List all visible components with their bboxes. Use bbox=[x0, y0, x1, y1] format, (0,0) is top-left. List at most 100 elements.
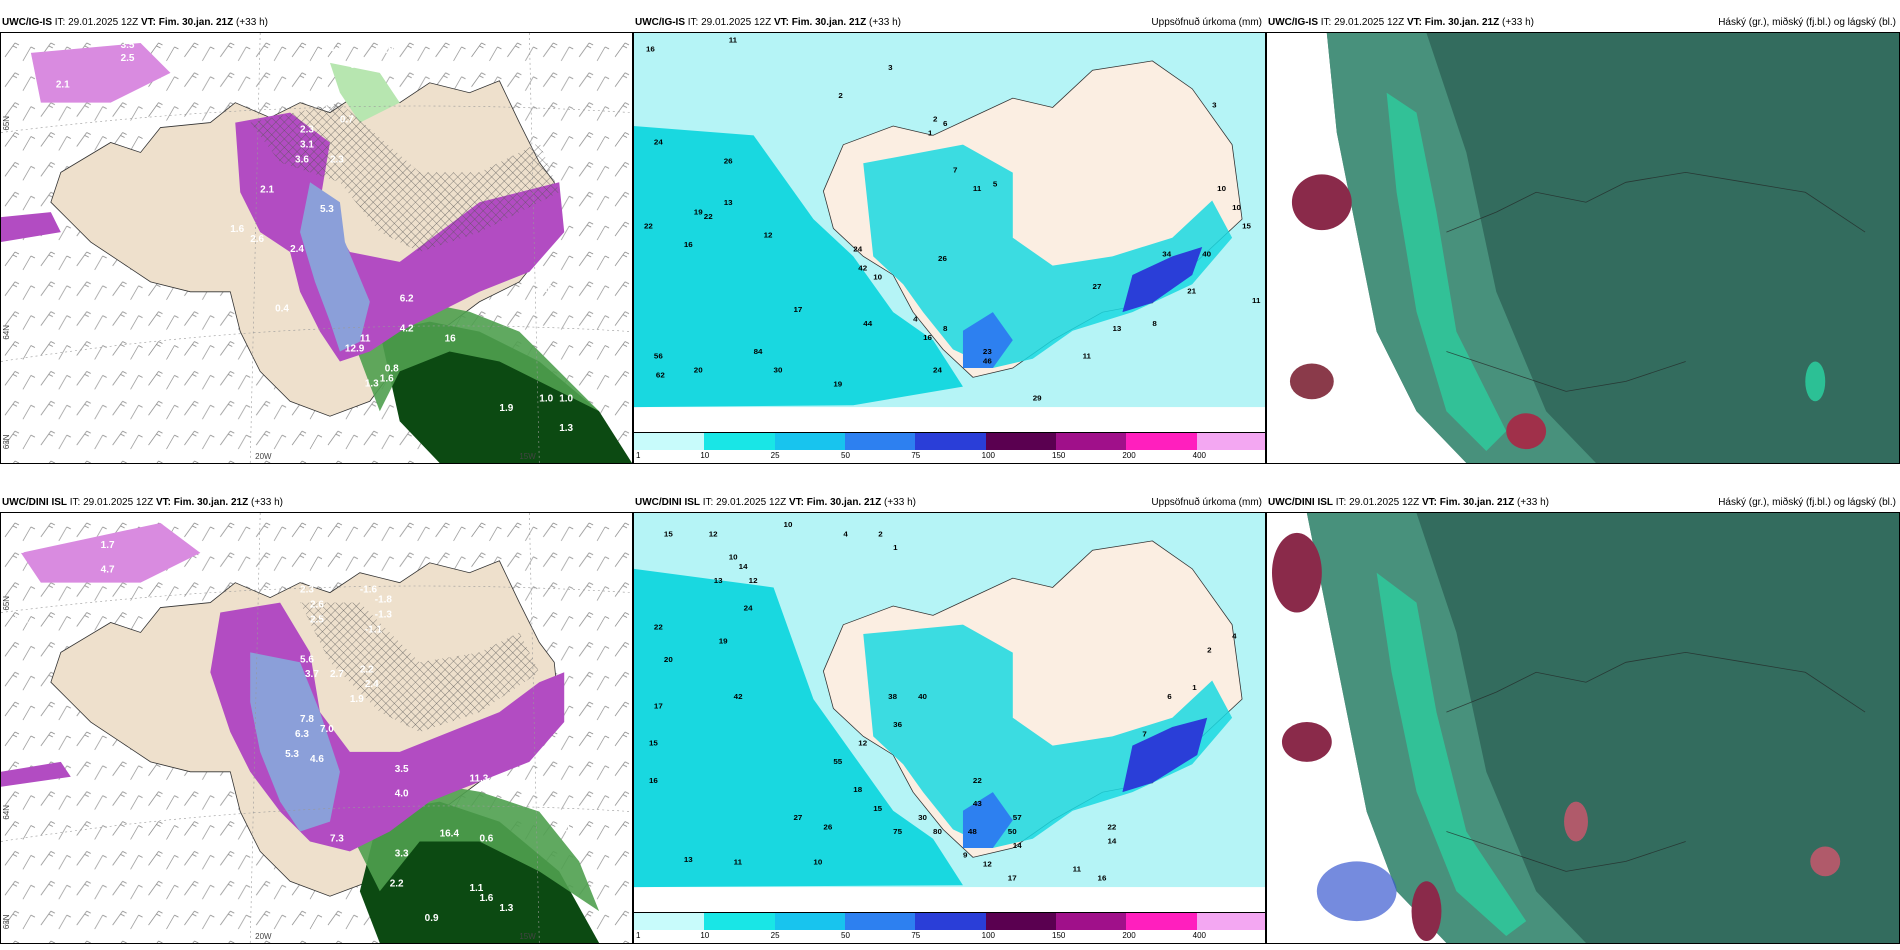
panel-header: UWC/IG-IS IT: 29.01.2025 12Z VT: Fim. 30… bbox=[633, 14, 1266, 32]
value-label: -1.8 bbox=[375, 595, 393, 606]
value-label: 13 bbox=[1112, 324, 1121, 333]
value-label: 26 bbox=[724, 157, 733, 166]
value-label: 3 bbox=[1212, 101, 1216, 110]
value-label: 0.8 bbox=[385, 363, 399, 374]
map-accum: 15 12 10 10 4 2 1 13 14 12 24 22 19 20 17 15 16 42 40 38 36 5… bbox=[633, 512, 1266, 944]
value-label: 1.6 bbox=[479, 893, 493, 904]
value-label: 14 bbox=[1107, 837, 1117, 846]
accum-heavy bbox=[1122, 247, 1203, 313]
value-label: 2.1 bbox=[549, 814, 563, 825]
value-label: 11 bbox=[1073, 865, 1082, 874]
value-label: 2.3 bbox=[300, 585, 314, 596]
precip-blob bbox=[1291, 174, 1352, 231]
legend-swatch bbox=[634, 913, 706, 930]
value-label: 5 bbox=[993, 180, 998, 189]
snow-nw bbox=[30, 42, 171, 103]
axis-label-lat1: 65N bbox=[2, 596, 11, 611]
value-label: 2.3 bbox=[330, 154, 344, 165]
cloud-low-patch bbox=[1805, 361, 1826, 402]
init-time: 29.01.2025 12Z bbox=[83, 497, 154, 508]
axis-label-lon2: 15W bbox=[519, 932, 536, 941]
model-name: UWC/DINI ISL bbox=[2, 497, 67, 508]
accum-sea-mid bbox=[634, 568, 963, 888]
value-label: 3.5 bbox=[121, 40, 135, 51]
value-label: 11 bbox=[973, 184, 982, 193]
accum-sea-mid bbox=[634, 126, 963, 408]
value-label: 4 bbox=[843, 530, 848, 539]
value-label: 26 bbox=[938, 254, 947, 263]
value-label: 2.6 bbox=[250, 234, 264, 245]
legend-swatch bbox=[774, 433, 846, 450]
value-label: 23 bbox=[983, 347, 992, 356]
valid-time: Fim. 30.jan. 21Z bbox=[173, 497, 249, 508]
snow-west bbox=[1, 761, 71, 787]
panel-ig-precip-type: UWC/IG-IS IT: 29.01.2025 12Z VT: Fim. 30… bbox=[0, 14, 633, 464]
legend-swatch bbox=[1126, 913, 1198, 930]
map-cloud bbox=[1266, 512, 1900, 944]
value-label: 84 bbox=[754, 347, 764, 356]
value-label: 1.6 bbox=[230, 224, 244, 235]
value-label: 0.6 bbox=[579, 833, 593, 844]
value-labels: 1611232422162613192212421026172444481624… bbox=[644, 36, 1261, 403]
legend-swatch bbox=[704, 433, 776, 450]
vt-label: VT: bbox=[140, 17, 156, 28]
legend-swatch bbox=[985, 913, 1057, 930]
panel-header: UWC/IG-IS IT: 29.01.2025 12Z VT: Fim. 30… bbox=[0, 14, 633, 32]
legend-swatch bbox=[634, 433, 706, 450]
value-label: 24 bbox=[933, 366, 943, 375]
legend-swatch bbox=[985, 433, 1057, 450]
value-label: -1.2 bbox=[11, 614, 29, 625]
value-label: 2.2 bbox=[360, 664, 374, 675]
value-label: 1 bbox=[928, 129, 933, 138]
value-label: 42 bbox=[734, 692, 743, 701]
value-label: 16.4 bbox=[440, 829, 460, 840]
value-label: 6 bbox=[1167, 692, 1171, 701]
vt-label: VT: bbox=[788, 497, 804, 508]
value-label: 16 bbox=[445, 334, 457, 345]
value-label: 1.6 bbox=[380, 373, 394, 384]
value-label: 12.9 bbox=[345, 344, 365, 355]
it-label: IT: bbox=[687, 17, 699, 28]
value-label: 22 bbox=[644, 222, 653, 231]
value-label: 18 bbox=[853, 785, 863, 794]
value-label: 4 bbox=[913, 315, 918, 324]
value-label: 5.3 bbox=[320, 204, 334, 215]
lead-time: (+33 h) bbox=[869, 17, 901, 28]
value-label: 16 bbox=[649, 776, 658, 785]
legend-tick: 10 bbox=[700, 451, 710, 460]
value-label: 6.2 bbox=[400, 294, 414, 305]
value-label: 2.1 bbox=[56, 80, 70, 91]
legend-tick: 1 bbox=[636, 931, 641, 940]
graticule bbox=[1, 513, 632, 943]
value-label: 3.6 bbox=[295, 154, 309, 165]
value-label: 1.3 bbox=[365, 378, 379, 389]
cloud-low-band bbox=[1386, 92, 1507, 452]
model-name: UWC/DINI ISL bbox=[635, 497, 700, 508]
value-label: 7 bbox=[1142, 730, 1146, 739]
value-label: 20 bbox=[694, 366, 703, 375]
legend-tick: 50 bbox=[841, 451, 850, 460]
accum-heavy bbox=[1122, 717, 1208, 793]
it-label: IT: bbox=[702, 497, 714, 508]
value-label: 22 bbox=[654, 623, 663, 632]
value-label: 15 bbox=[1242, 222, 1252, 231]
rain-area-light bbox=[329, 62, 400, 123]
field-title: Uppsöfnuð úrkoma (mm) bbox=[1151, 497, 1262, 508]
model-name: UWC/DINI ISL bbox=[1268, 497, 1333, 508]
value-label: 2.7 bbox=[330, 669, 344, 680]
value-label: 16 bbox=[646, 45, 655, 54]
precip-blob bbox=[1810, 846, 1841, 877]
legend-swatch bbox=[774, 913, 846, 930]
value-label: 2.5 bbox=[121, 53, 135, 64]
panel-header: UWC/DINI ISL IT: 29.01.2025 12Z VT: Fim.… bbox=[0, 494, 633, 512]
value-label: 2 bbox=[1207, 646, 1211, 655]
value-label: 22 bbox=[704, 212, 713, 221]
value-label: 5.6 bbox=[300, 654, 314, 665]
snow-hatch bbox=[300, 602, 540, 732]
value-label: 14 bbox=[739, 562, 749, 571]
value-label: 0.5 bbox=[330, 55, 344, 66]
precip-type-map-svg: 7.6 1.7 4.7 -1.2 2.3 2.6 2.5 -1.6-1.8 -1.3 -1.1 5.… bbox=[1, 513, 632, 943]
model-name: UWC/IG-IS bbox=[635, 17, 685, 28]
value-label: 19 bbox=[719, 637, 728, 646]
value-label: 7.8 bbox=[300, 714, 314, 725]
